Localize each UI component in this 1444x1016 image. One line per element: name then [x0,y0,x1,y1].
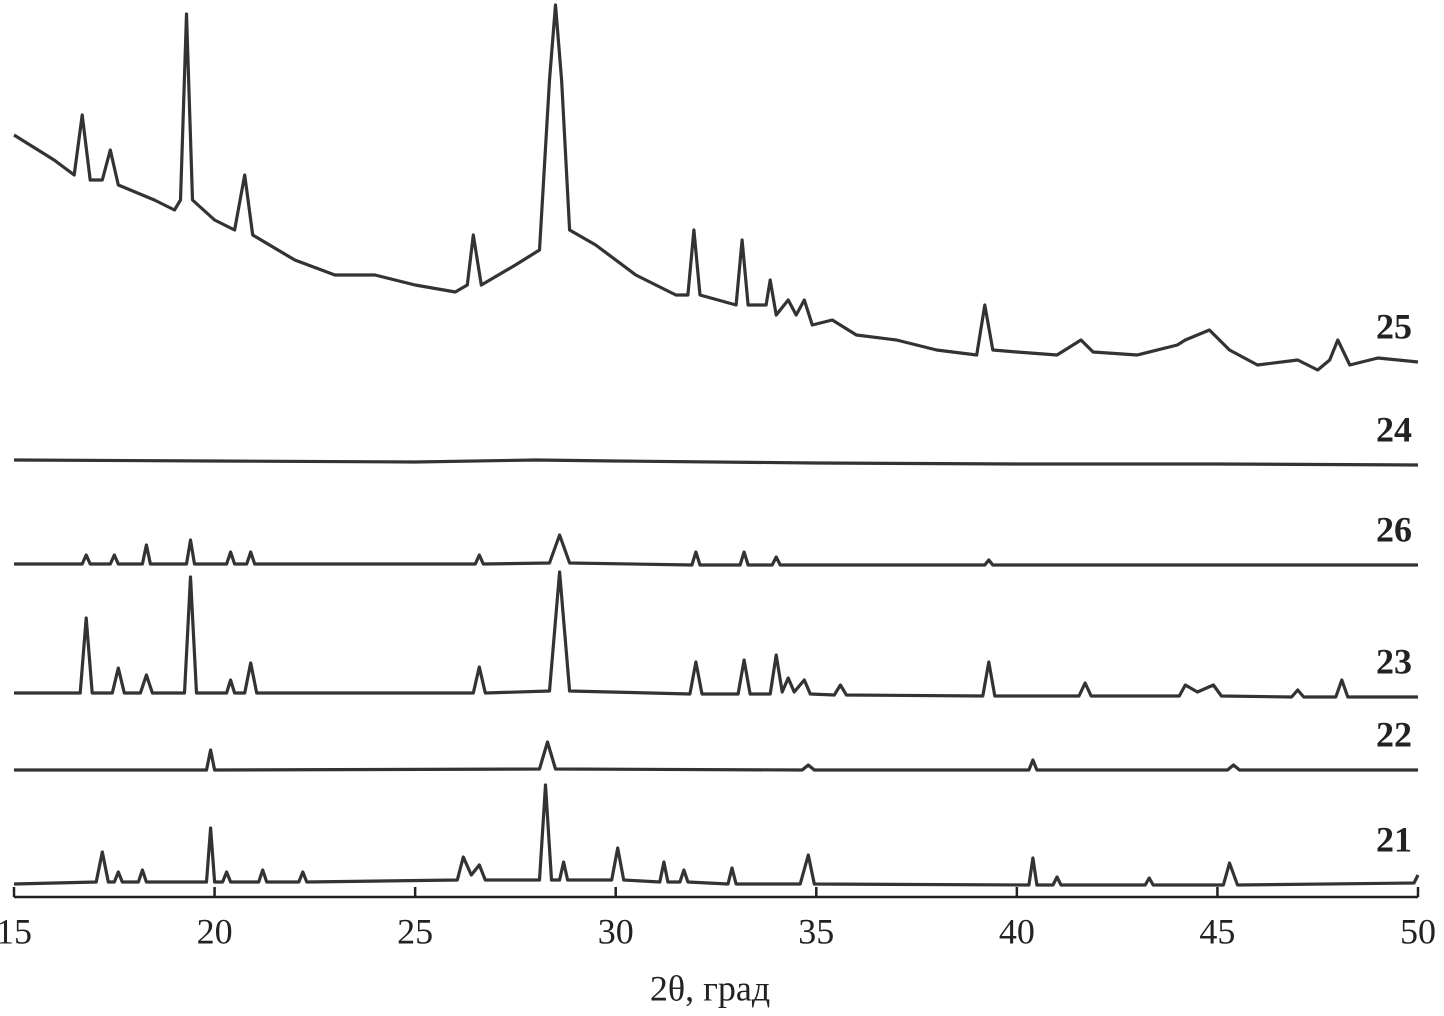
series-label: 26 [1376,509,1412,549]
x-tick-label: 25 [397,911,433,951]
x-tick-label: 15 [0,911,32,951]
x-tick-label: 40 [999,911,1035,951]
xrd-curve [13,783,1420,887]
x-tick-label: 30 [598,911,634,951]
series-label: 21 [1376,819,1412,859]
xrd-curve [14,533,1418,567]
series-label: 23 [1376,641,1412,681]
series-label: 25 [1376,306,1412,346]
x-axis-label: 2θ, град [650,968,770,1008]
xrd-curve [14,570,1418,699]
x-tick-label: 20 [197,911,233,951]
xrd-curve [13,458,1419,467]
xrd-curve [14,740,1418,772]
x-tick-label: 50 [1400,911,1436,951]
xrd-curve [13,3,1419,372]
x-tick-label: 45 [1199,911,1235,951]
x-tick-label: 35 [798,911,834,951]
series-label: 24 [1376,409,1412,449]
series-label: 22 [1376,714,1412,754]
